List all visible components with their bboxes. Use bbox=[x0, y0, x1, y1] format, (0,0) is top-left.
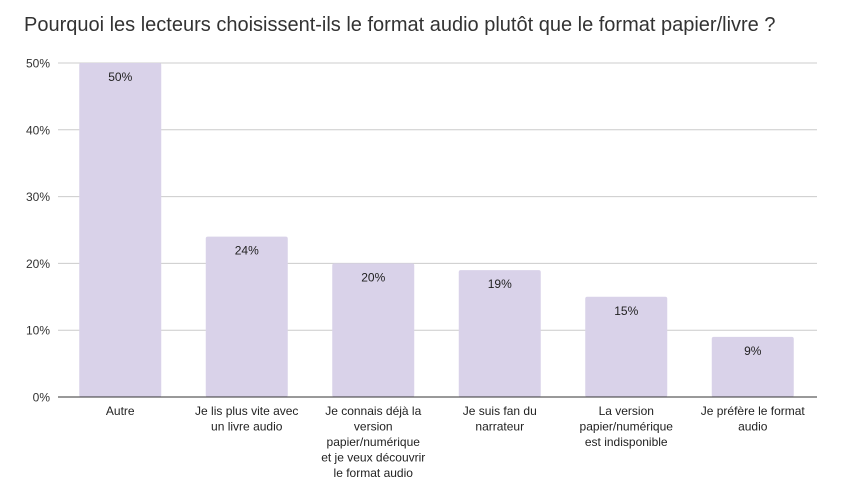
x-tick-label-line: et je veux découvrir bbox=[321, 451, 425, 465]
x-tick-label-line: est indisponible bbox=[585, 435, 668, 449]
bar-value-label: 24% bbox=[235, 244, 259, 258]
y-tick-label: 0% bbox=[33, 391, 51, 405]
x-tick-label-line: papier/numérique bbox=[327, 435, 421, 449]
x-axis-ticks: Autre Je lis plus vite avec un livre audio… bbox=[106, 404, 806, 480]
y-tick-label: 50% bbox=[26, 57, 50, 71]
x-tick-label-line: le format audio bbox=[334, 466, 414, 480]
x-tick-label-line: papier/numérique bbox=[580, 420, 674, 434]
bar-value-label: 20% bbox=[361, 270, 385, 284]
grid-lines bbox=[58, 62, 817, 331]
x-tick-label-line: Autre bbox=[106, 404, 135, 418]
bar-value-label: 50% bbox=[108, 70, 132, 84]
y-tick-label: 30% bbox=[26, 190, 50, 204]
y-tick-label: 20% bbox=[26, 257, 50, 271]
x-tick-label: Autre bbox=[106, 404, 135, 418]
y-tick-label: 10% bbox=[26, 324, 50, 338]
data-labels: 50% 24% 20% 19% 15% 9% bbox=[108, 70, 762, 358]
bar bbox=[79, 63, 162, 397]
bar-value-label: 15% bbox=[614, 304, 638, 318]
x-tick-label-line: audio bbox=[738, 420, 768, 434]
bars bbox=[79, 63, 794, 397]
bar bbox=[205, 236, 288, 397]
y-axis-ticks: 0% 10% 20% 30% 40% 50% bbox=[26, 57, 50, 405]
chart-title: Pourquoi les lecteurs choisissent-ils le… bbox=[24, 14, 775, 36]
bar-value-label: 19% bbox=[488, 277, 512, 291]
x-tick-label-line: un livre audio bbox=[211, 420, 283, 434]
x-tick-label: Je connais déjà la versionpapier/numériqu… bbox=[321, 404, 425, 480]
x-tick-label-line: narrateur bbox=[475, 420, 524, 434]
x-tick-label: Je préfère le format audio bbox=[701, 404, 806, 434]
bar bbox=[711, 336, 794, 397]
x-tick-label: Je suis fan du narrateur bbox=[463, 404, 537, 434]
x-tick-label: Je lis plus vite avec un livre audio bbox=[195, 404, 298, 434]
x-tick-label-line: La version bbox=[599, 404, 654, 418]
x-tick-label-line: Je suis fan du bbox=[463, 404, 537, 418]
bar bbox=[332, 263, 415, 397]
y-tick-label: 40% bbox=[26, 123, 50, 137]
x-tick-label-line: Je connais déjà la bbox=[325, 404, 421, 418]
bar bbox=[585, 296, 668, 397]
bar-value-label: 9% bbox=[744, 344, 762, 358]
x-tick-label-line: Je préfère le format bbox=[701, 404, 806, 418]
x-tick-label-line: version bbox=[354, 420, 393, 434]
bar bbox=[458, 270, 541, 397]
x-tick-label-line: Je lis plus vite avec bbox=[195, 404, 298, 418]
